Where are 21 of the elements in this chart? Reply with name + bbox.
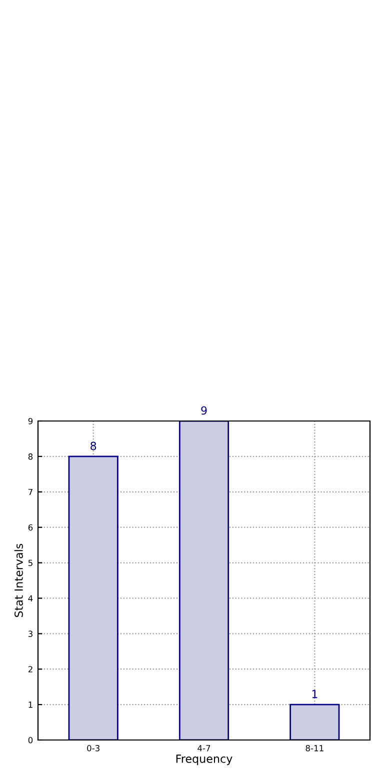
y-tick-label: 8 <box>28 453 33 460</box>
y-tick-label: 0 <box>28 736 33 744</box>
data-label: 1 <box>312 690 318 698</box>
y-tick-label: 9 <box>28 418 33 424</box>
x-tick-label: 8-11 <box>306 745 324 752</box>
bar <box>68 456 118 740</box>
y-tick-label: 1 <box>28 702 32 708</box>
y-tick-label: 4 <box>28 595 33 602</box>
bar <box>178 421 230 740</box>
x-axis-title: Frequency <box>176 754 232 766</box>
y-tick-label: 5 <box>28 560 32 566</box>
y-tick-label: 2 <box>28 666 32 672</box>
y-tick-label: 3 <box>28 630 32 637</box>
data-label: 9 <box>201 406 207 415</box>
bar <box>290 704 340 740</box>
x-tick-label: 0-3 <box>87 745 100 752</box>
y-tick-label: 6 <box>28 524 33 531</box>
data-label: 8 <box>90 442 96 450</box>
y-tick-label: 7 <box>28 488 32 496</box>
y-axis-title: Stat Intervals <box>14 544 23 617</box>
x-tick-label: 4-7 <box>198 745 210 752</box>
